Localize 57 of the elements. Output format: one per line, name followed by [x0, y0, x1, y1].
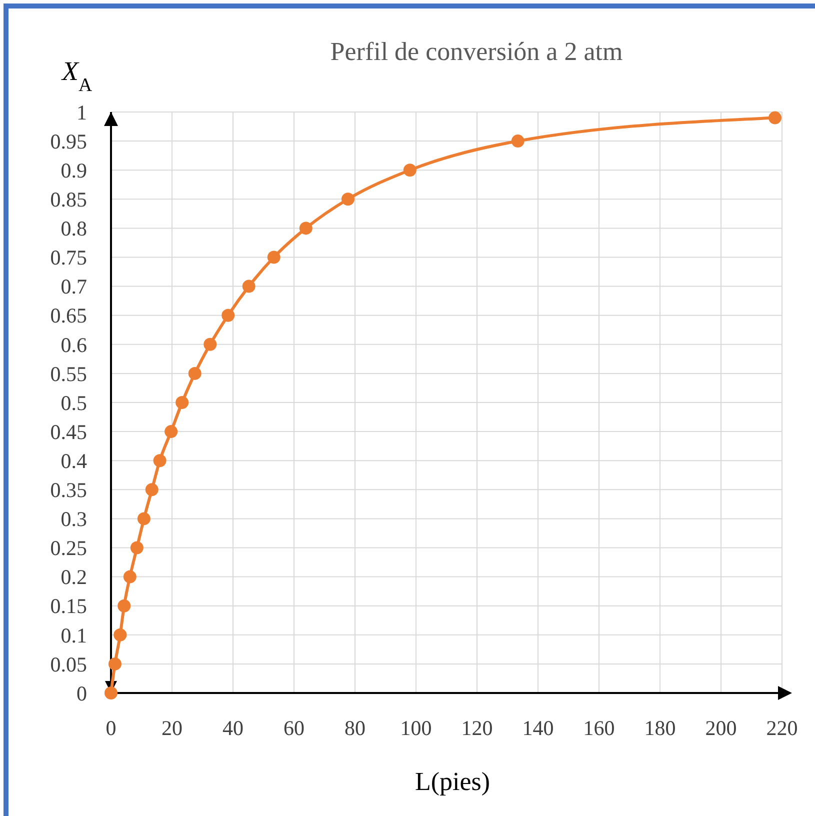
- x-tick-label: 180: [644, 716, 676, 740]
- point: [114, 628, 127, 642]
- point: [768, 111, 782, 124]
- point: [153, 454, 166, 468]
- y-tick-label: 0.9: [60, 158, 87, 182]
- y-tick-label: 0.8: [60, 216, 87, 241]
- y-tick-label: 0.85: [50, 188, 87, 212]
- y-tick-label: 0.2: [60, 565, 87, 590]
- y-tick-label: 0.95: [50, 129, 87, 154]
- point: [267, 250, 280, 264]
- y-tick-label: 0.5: [60, 390, 87, 415]
- y-tick-label: 0.35: [50, 478, 87, 502]
- y-tick-label: 0.1: [60, 623, 87, 648]
- y-tick-label: 0.4: [60, 448, 88, 473]
- x-tick-label: 220: [766, 716, 798, 740]
- x-tick-label: 80: [344, 716, 366, 740]
- point: [164, 425, 178, 438]
- y-tick-label: 0.15: [50, 594, 87, 618]
- x-tick-label: 100: [400, 716, 432, 740]
- y-tick-label: 0: [76, 681, 87, 706]
- point: [130, 541, 144, 554]
- y-tick-label: 0.55: [50, 362, 87, 386]
- x-tick-label: 160: [583, 716, 615, 740]
- point: [137, 512, 150, 526]
- point: [118, 599, 131, 612]
- x-tick-label: 140: [522, 716, 554, 740]
- y-tick-label: 0.6: [60, 332, 87, 357]
- x-tick-label: 20: [162, 716, 182, 740]
- point: [108, 657, 122, 670]
- x-tick-label: 40: [222, 716, 244, 740]
- chart-title: Perfil de conversión a 2 atm: [330, 37, 623, 66]
- point: [403, 164, 416, 177]
- y-tick-label: 1: [76, 100, 87, 124]
- point: [145, 483, 158, 496]
- x-tick-label: 60: [284, 716, 304, 740]
- y-axis-title: X$_{A}$: [61, 56, 92, 96]
- point: [341, 192, 354, 206]
- point: [204, 338, 217, 351]
- point: [188, 366, 202, 380]
- y-tick-label: 0.3: [60, 507, 87, 532]
- point: [176, 396, 189, 409]
- point: [242, 280, 256, 293]
- y-tick-label: 0.25: [50, 536, 87, 560]
- y-tick-label: 0.45: [50, 420, 87, 444]
- point: [299, 222, 312, 235]
- x-tick-label: 0: [106, 716, 116, 740]
- x-axis-title: L(pies): [414, 767, 490, 796]
- point: [511, 134, 524, 148]
- point: [222, 308, 235, 322]
- y-tick-label: 0.7: [60, 274, 87, 299]
- point: [123, 570, 136, 584]
- y-tick-label: 0.75: [50, 246, 87, 270]
- x-tick-label: 120: [461, 716, 493, 740]
- y-tick-label: 0.65: [50, 304, 87, 328]
- y-tick-label: 0.05: [50, 652, 87, 676]
- x-tick-label: 200: [705, 716, 737, 740]
- point: [104, 686, 118, 700]
